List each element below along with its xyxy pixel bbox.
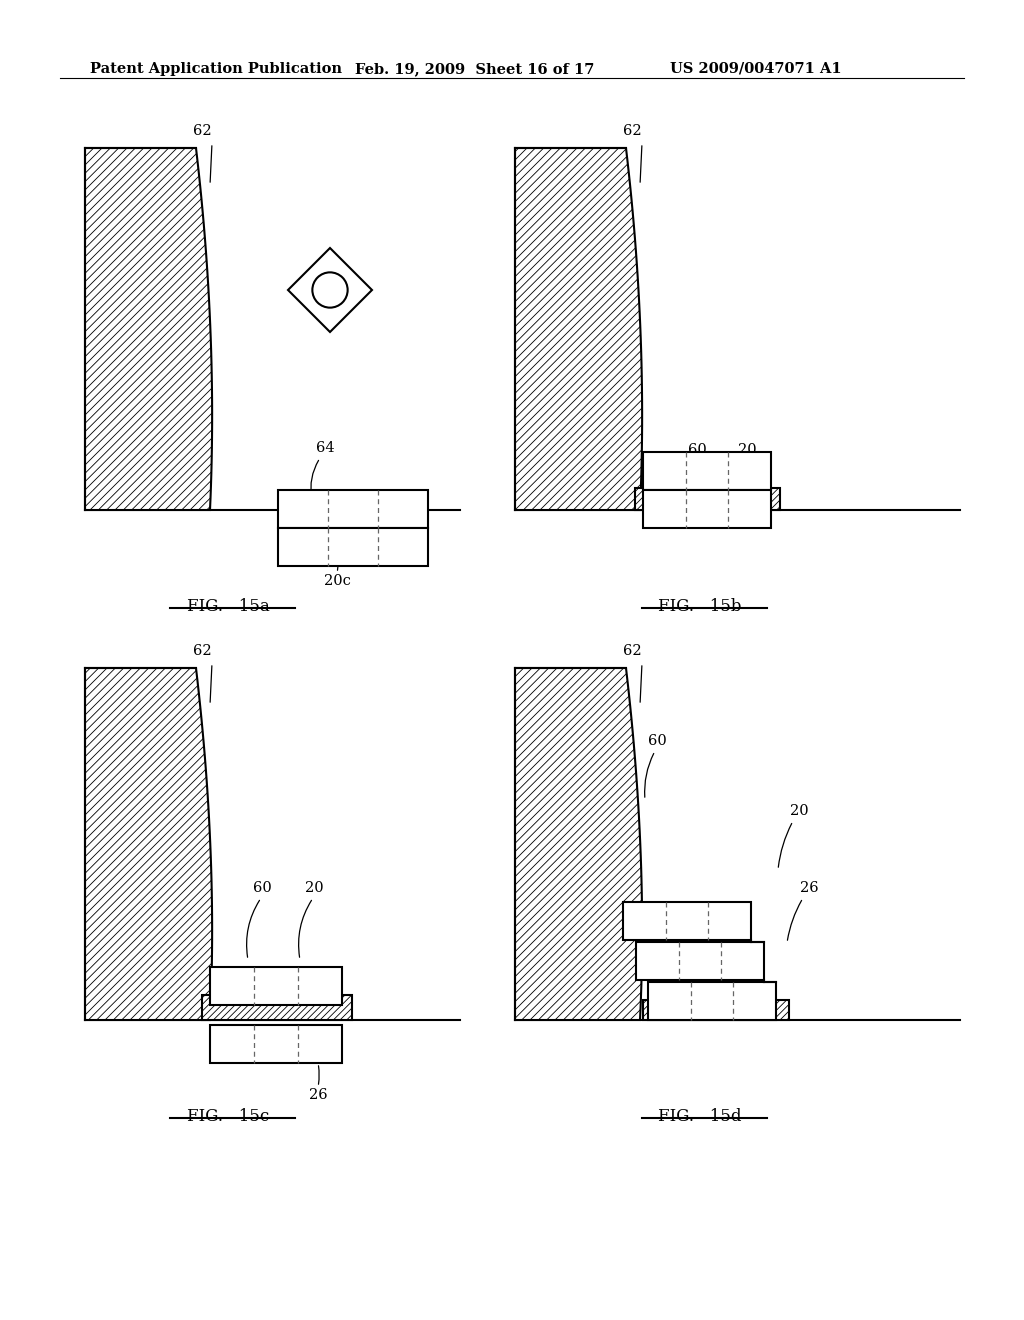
Text: 62: 62	[623, 644, 642, 657]
Text: 26: 26	[308, 1088, 328, 1102]
Text: US 2009/0047071 A1: US 2009/0047071 A1	[670, 62, 842, 77]
Polygon shape	[515, 668, 642, 1020]
Bar	[636, 942, 764, 979]
Bar	[202, 995, 352, 1020]
Text: FIG.   15a: FIG. 15a	[186, 598, 269, 615]
Text: 20: 20	[305, 880, 324, 895]
Polygon shape	[288, 248, 372, 333]
Bar	[623, 902, 751, 940]
Text: 62: 62	[193, 124, 212, 139]
Text: 62: 62	[193, 644, 212, 657]
Bar	[210, 1026, 342, 1063]
Text: 64: 64	[316, 441, 335, 455]
Bar	[635, 488, 780, 510]
Polygon shape	[85, 668, 212, 1020]
Text: 60: 60	[688, 444, 707, 457]
Bar	[643, 451, 771, 490]
Polygon shape	[515, 148, 642, 510]
Text: 60: 60	[253, 880, 271, 895]
Text: 20c: 20c	[324, 574, 350, 587]
Text: 20: 20	[790, 804, 809, 818]
Text: Patent Application Publication: Patent Application Publication	[90, 62, 342, 77]
Text: 26: 26	[800, 880, 818, 895]
Bar	[278, 490, 428, 528]
Bar	[643, 1001, 790, 1020]
Text: 60: 60	[648, 734, 667, 748]
Bar	[278, 528, 428, 566]
Text: 62: 62	[623, 124, 642, 139]
Text: 20: 20	[738, 444, 757, 457]
Text: FIG.   15c: FIG. 15c	[186, 1107, 269, 1125]
Text: FIG.   15d: FIG. 15d	[658, 1107, 741, 1125]
Circle shape	[312, 272, 347, 308]
Text: Feb. 19, 2009  Sheet 16 of 17: Feb. 19, 2009 Sheet 16 of 17	[355, 62, 594, 77]
Polygon shape	[85, 148, 212, 510]
Bar	[643, 490, 771, 528]
Text: FIG.   15b: FIG. 15b	[658, 598, 741, 615]
Bar	[210, 968, 342, 1005]
Bar	[648, 982, 776, 1020]
